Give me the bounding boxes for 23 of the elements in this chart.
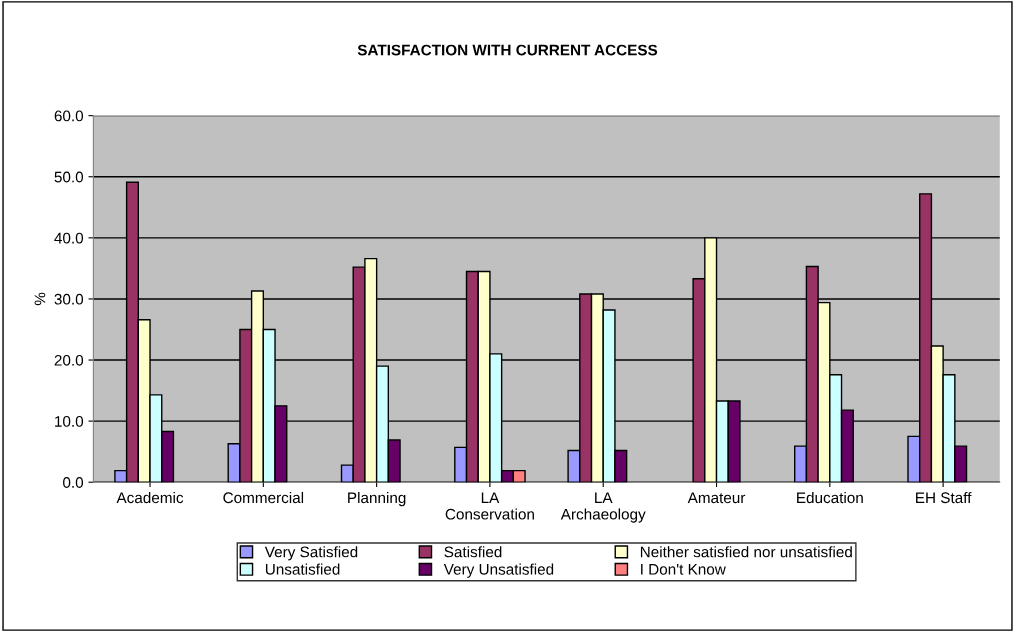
- chart-title: SATISFACTION WITH CURRENT ACCESS: [357, 44, 658, 56]
- y-tick-label: 30.0: [54, 293, 84, 305]
- legend-label: Unsatisfied: [265, 563, 340, 575]
- y-tick-label: 20.0: [54, 354, 84, 366]
- legend-label: I Don't Know: [641, 564, 726, 575]
- y-axis-title: %: [34, 292, 46, 306]
- x-tick-label: Education: [797, 491, 863, 504]
- x-tick-label: Amateur: [687, 492, 746, 504]
- y-tick-label: 50.0: [54, 171, 84, 183]
- x-tick-label: LA Archaeology: [560, 492, 646, 523]
- y-tick-label: 40.0: [54, 232, 84, 244]
- y-tick-label: 10.0: [55, 415, 84, 427]
- y-tick-label: 60.0: [54, 110, 84, 122]
- legend-label: Satisfied: [444, 546, 502, 558]
- x-tick-label: EH Staff: [916, 491, 972, 504]
- legend-label: Neither satisfied nor unsatisfied: [640, 546, 852, 558]
- x-tick-label: Planning: [348, 491, 406, 507]
- y-tick-label: 0.0: [63, 477, 84, 488]
- x-tick-label: Academic: [116, 491, 184, 504]
- legend-label: Very Satisfied: [264, 546, 358, 561]
- x-tick-label: LA Conservation: [445, 492, 534, 520]
- x-tick-label: Commercial: [223, 491, 304, 504]
- legend-label: Very Unsatisfied: [443, 563, 554, 578]
